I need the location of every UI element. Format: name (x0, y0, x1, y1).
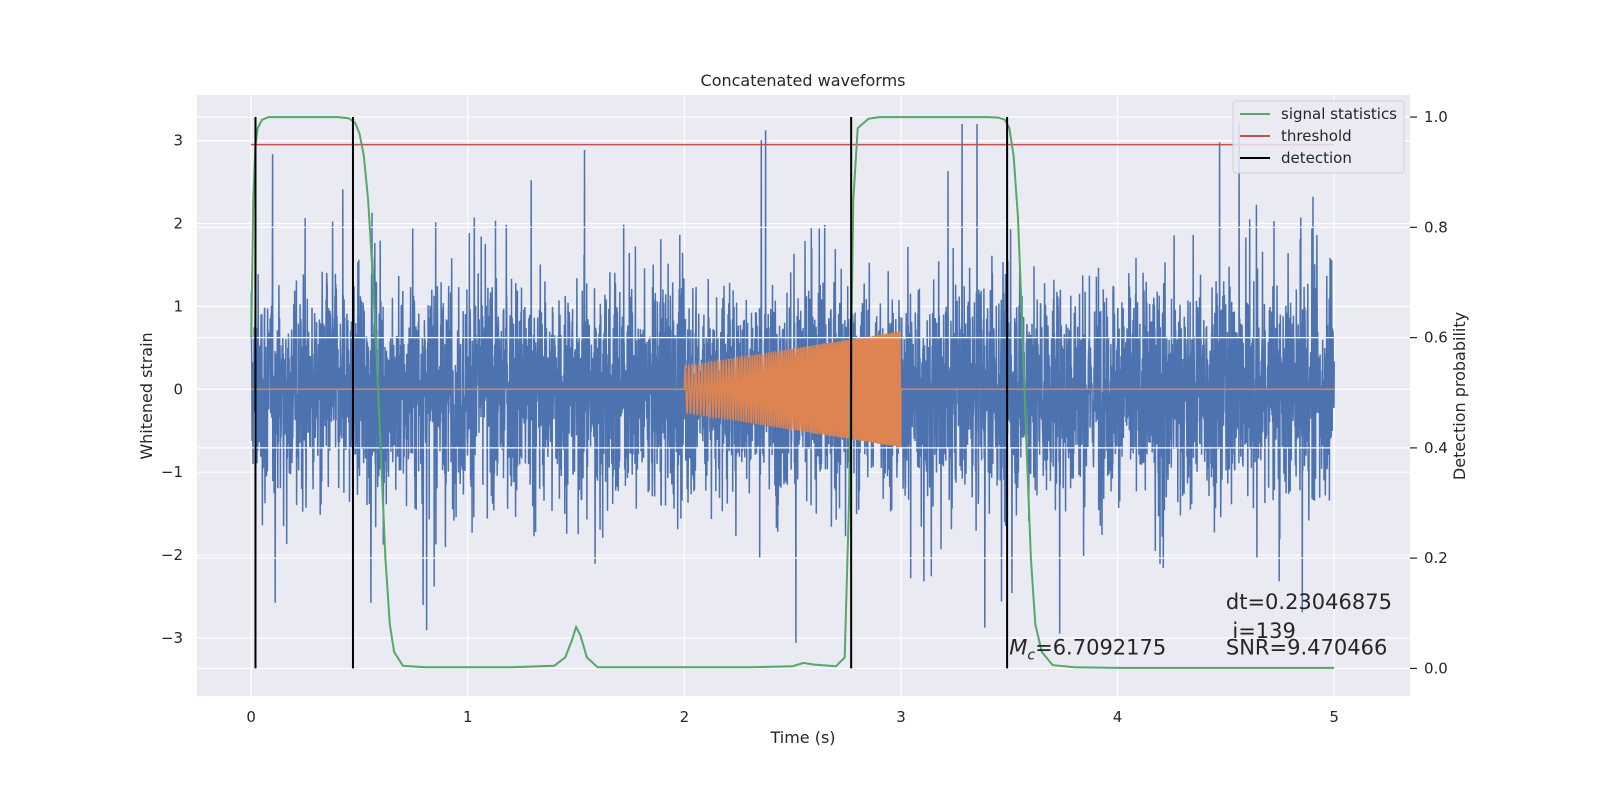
template-waveform-series (251, 331, 1335, 448)
y-axis-label: Whitened strain (137, 332, 156, 459)
y-tick-label: −1 (161, 463, 183, 481)
signal-statistics-series (250, 116, 1335, 669)
x-axis-label: Time (s) (769, 728, 835, 747)
annotation-value: =6.7092175 (1035, 636, 1166, 660)
y-tick-label: 2 (173, 214, 183, 232)
detection-lines (254, 117, 1009, 669)
annotation-text: Mc=6.7092175 (1009, 636, 1166, 664)
y-tick-label: 1 (173, 297, 183, 315)
right-y-tick-label: 0.0 (1424, 659, 1448, 677)
y-tick-label: −2 (161, 546, 183, 564)
right-y-tick-label: 1.0 (1424, 108, 1448, 126)
right-y-tick-label: 0.8 (1424, 218, 1448, 236)
x-tick-label: 4 (1113, 708, 1123, 726)
right-y-tick-label: 0.4 (1424, 439, 1448, 457)
legend-label: detection (1281, 149, 1352, 167)
legend: signal statistics threshold detection (1232, 100, 1405, 174)
x-tick-labels: 0 1 2 3 4 5 (246, 708, 1339, 726)
y-tick-label: −3 (161, 629, 183, 647)
chart-title: Concatenated waveforms (701, 71, 906, 90)
x-tick-label: 5 (1329, 708, 1339, 726)
right-y-tick-label: 0.2 (1424, 549, 1448, 567)
legend-label: signal statistics (1281, 105, 1397, 123)
y-tick-label: 0 (173, 380, 183, 398)
template-line (251, 331, 1335, 448)
y-tick-labels: −3 −2 −1 0 1 2 3 (161, 132, 183, 647)
right-y-tick-label: 0.6 (1424, 329, 1448, 347)
annotation-subscript: c (1027, 648, 1035, 664)
annotation-text: dt=0.23046875 (1226, 590, 1392, 614)
annotation-text: SNR=9.470466 (1226, 636, 1387, 660)
x-tick-label: 1 (463, 708, 473, 726)
right-y-tick-labels: 0.0 0.2 0.4 0.6 0.8 1.0 (1410, 108, 1448, 677)
y-tick-label: 3 (173, 132, 183, 150)
annotation-symbol: M (1009, 636, 1027, 660)
legend-box (1232, 100, 1405, 174)
signal-statistics-line (250, 116, 1335, 669)
x-tick-label: 0 (246, 708, 256, 726)
x-tick-label: 3 (896, 708, 906, 726)
right-axis-grid (197, 116, 1410, 670)
x-tick-label: 2 (680, 708, 690, 726)
annotation-text: i=139 (1232, 619, 1296, 643)
right-y-axis-label: Detection probability (1450, 312, 1469, 480)
legend-label: threshold (1281, 127, 1352, 145)
